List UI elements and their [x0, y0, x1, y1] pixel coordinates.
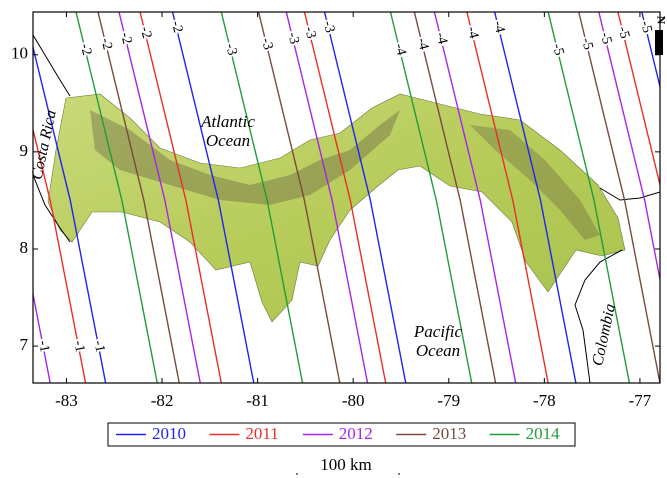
y-tick-label: 8 — [20, 238, 29, 257]
x-tick-label: -77 — [629, 391, 652, 410]
isoline-label: -5 — [597, 31, 614, 46]
isoline-label: -4 — [432, 31, 449, 46]
isoline-label: -1 — [70, 339, 87, 353]
isoline-label: -3 — [258, 37, 275, 52]
isoline-label: -5 — [549, 42, 566, 57]
isoline-label: -4 — [391, 42, 408, 57]
x-tick-label: -78 — [533, 391, 556, 410]
x-tick-label: -81 — [246, 391, 269, 410]
ocean-label: Atlantic Ocean — [188, 112, 268, 150]
y-tick-label: 7 — [20, 335, 29, 354]
isoline-label: -3 — [301, 25, 318, 40]
legend-label: 2014 — [526, 424, 561, 443]
isoline-label: -2 — [137, 25, 154, 40]
isoline — [642, 12, 667, 383]
y-tick-label: 10 — [11, 44, 28, 63]
legend-label: 2013 — [432, 424, 466, 443]
x-tick-label: -82 — [151, 391, 174, 410]
legend-label: 2011 — [245, 424, 278, 443]
north-arrow: N — [654, 16, 667, 55]
ocean-label: Pacific Ocean — [398, 322, 478, 360]
page: {"chart_data": { "type": "isolines", "xl… — [0, 0, 667, 478]
isoline-label: -3 — [320, 20, 337, 35]
isoline-label: -3 — [284, 31, 301, 46]
x-tick-label: -79 — [437, 391, 460, 410]
isoline — [0, 12, 50, 383]
isoline-label: -2 — [77, 42, 94, 57]
north-arrow-shape — [655, 30, 663, 55]
panama-land — [48, 94, 625, 322]
country-label: Colombia — [589, 302, 619, 367]
isoline-label: -3 — [222, 42, 239, 57]
isoline-label: -5 — [615, 25, 632, 40]
y-tick-label: 9 — [20, 141, 29, 160]
map: -1-2-3-4-5-1-2-3-4-5-1-2-3-4-5-2-3-4-5-2… — [0, 0, 667, 478]
x-tick-label: -83 — [55, 391, 78, 410]
isoline-label: -4 — [414, 37, 431, 52]
legend-label: 2012 — [339, 424, 373, 443]
legend-label: 2010 — [152, 424, 186, 443]
isoline-label: -4 — [490, 20, 507, 35]
isoline-label: -2 — [97, 37, 114, 52]
isoline-label: -5 — [637, 20, 654, 35]
isoline-label: -2 — [168, 20, 185, 35]
scale-label: 100 km — [320, 455, 371, 474]
north-label: N — [654, 16, 667, 25]
map-body: -1-2-3-4-5-1-2-3-4-5-1-2-3-4-5-2-3-4-5-2… — [0, 12, 667, 383]
isoline-label: -1 — [90, 339, 107, 353]
isoline-label: -2 — [117, 31, 134, 46]
isoline-label: -5 — [578, 37, 595, 52]
x-tick-label: -80 — [342, 391, 365, 410]
isoline-label: -4 — [464, 25, 481, 40]
